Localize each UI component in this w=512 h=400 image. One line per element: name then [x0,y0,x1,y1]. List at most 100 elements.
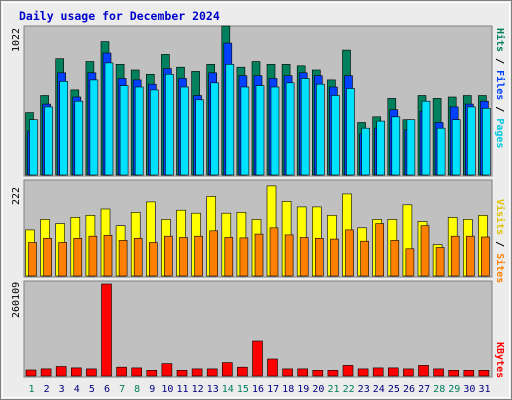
sites-bar [450,235,460,277]
pages-bar [255,85,265,176]
day-label: 6 [104,384,110,395]
day-label: 7 [119,384,125,395]
sites-bar [164,235,173,277]
kbytes-bar [146,369,158,377]
day-label: 30 [463,384,475,395]
day-label: 13 [207,384,219,395]
sites-bar [345,229,354,277]
pages-bar [270,86,280,176]
pages-bar [29,119,38,176]
pages-bar [300,78,310,176]
pages-bar [180,86,189,176]
pages-bar [346,88,355,176]
day-label: 27 [418,384,430,395]
pages-bar [376,120,386,176]
kbytes-bar [71,367,82,377]
pages-bar [240,86,250,176]
day-label: 25 [388,384,400,395]
kbytes-bar [237,366,248,377]
kbytes-bar [116,366,127,377]
kbytes-bar [25,369,37,377]
sites-bar [330,238,339,277]
pages-bar [225,64,235,176]
kbytes-bar [297,368,309,377]
day-label: 11 [176,384,188,395]
pages-bar [315,83,325,176]
day-axis-labels: 1 2 3 4 5 6 7 8 9 10 11 12 13 14 15 16 17 18 19 20 21 22 23 24 2… [28,384,490,395]
sites-bar [435,247,445,277]
top-panel-legend: Hits / Files / Pages [494,28,506,148]
middle-panel-legend: Visits / Sites [494,199,506,283]
kbytes-bar [478,369,490,377]
pages-bar [104,62,114,176]
sites-visits-bars [25,185,490,277]
sites-bar [194,235,203,277]
pages-bar [89,79,99,176]
kbytes-bars [25,283,490,377]
kbytes-bar [463,369,475,377]
pages-bar [391,116,401,176]
sites-bar [360,240,369,277]
legend-kbytes: KBytes [494,342,505,378]
bottom-panel-max-label: 260109 [11,282,22,318]
sites-bar [299,237,309,277]
pages-bar [165,74,174,176]
kbytes-bar [327,369,339,377]
day-label: 22 [343,384,355,395]
pages-bar [134,86,144,176]
kbytes-bar [312,369,324,377]
day-label: 17 [267,384,279,395]
sites-bar [405,248,415,277]
sites-bar [239,237,249,277]
sites-bar [481,236,490,277]
kbytes-bar [252,340,263,377]
kbytes-bar [55,366,67,377]
pages-bar [59,81,69,176]
legend-files: Files [494,70,506,100]
pages-bar [210,82,219,176]
sites-bar [149,242,158,277]
kbytes-bar [448,369,460,377]
pages-bar [482,108,491,176]
sites-bar [73,238,83,277]
day-label: 14 [222,384,234,395]
bottom-panel-legend: KBytes [494,342,505,378]
day-label: 9 [149,384,155,395]
kbytes-bar [433,368,444,377]
day-label: 1 [28,384,34,395]
kbytes-bar [161,363,173,377]
kbytes-bar [131,367,142,377]
sites-bar [118,240,128,277]
day-label: 5 [89,384,95,395]
day-label: 8 [134,384,140,395]
day-label: 12 [192,384,204,395]
pages-bar [331,95,340,176]
legend-sites: Sites [494,253,506,283]
hits-files-pages-bars [25,25,491,176]
sites-bar [314,238,324,277]
day-label: 10 [161,384,173,395]
day-label: 20 [312,384,324,395]
middle-panel-max-label: 222 [11,187,22,205]
legend-sep-1: / [494,52,505,70]
kbytes-bar [387,367,399,377]
kbytes-bar [222,362,233,377]
sites-bar [133,238,143,277]
sites-bar [224,237,234,277]
day-label: 4 [74,384,80,395]
day-label: 3 [59,384,65,395]
sites-bar [390,240,400,277]
kbytes-bar [372,367,384,377]
legend-visits: Visits [494,199,506,235]
sites-bar [103,235,113,277]
kbytes-bar [418,365,429,377]
day-label: 18 [282,384,294,395]
pages-bar [361,127,370,176]
kbytes-bar [403,368,414,377]
sites-bar [88,235,98,277]
pages-bar [195,99,204,176]
sites-bar [465,235,475,277]
day-label: 15 [237,384,249,395]
